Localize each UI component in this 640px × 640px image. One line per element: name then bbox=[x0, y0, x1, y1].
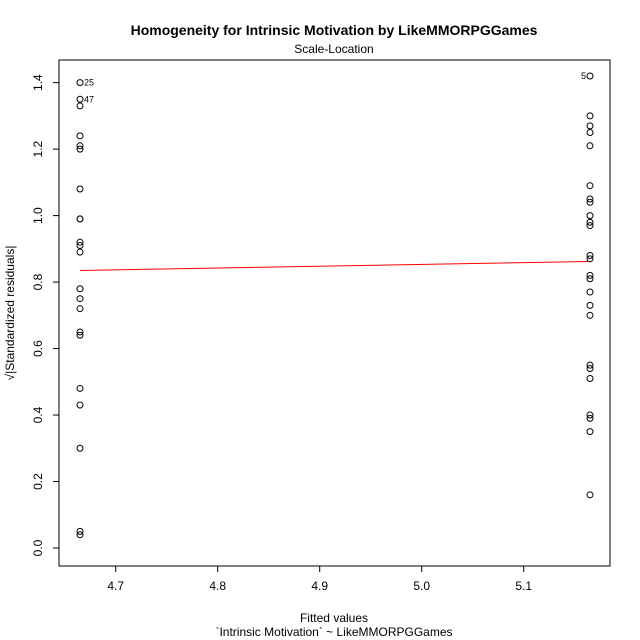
point-label: 5 bbox=[581, 71, 586, 81]
data-point bbox=[586, 195, 594, 203]
y-tick-label: 0.4 bbox=[31, 406, 45, 423]
data-point bbox=[586, 275, 594, 283]
data-points bbox=[76, 72, 594, 539]
data-point bbox=[586, 255, 594, 263]
x-tick-label: 5.0 bbox=[413, 579, 430, 593]
y-tick-label: 0.6 bbox=[31, 340, 45, 357]
data-point bbox=[76, 248, 84, 256]
data-point bbox=[586, 212, 594, 220]
data-point bbox=[586, 428, 594, 436]
data-point bbox=[76, 132, 84, 140]
data-point bbox=[586, 411, 594, 419]
data-point bbox=[76, 384, 84, 392]
data-point bbox=[586, 301, 594, 309]
chart-title: Homogeneity for Intrinsic Motivation by … bbox=[131, 22, 538, 38]
data-point bbox=[586, 271, 594, 279]
y-tick-label: 1.4 bbox=[31, 74, 45, 91]
data-point bbox=[586, 374, 594, 382]
data-point bbox=[76, 305, 84, 313]
data-point bbox=[76, 285, 84, 293]
data-point bbox=[586, 288, 594, 296]
data-point bbox=[76, 331, 84, 339]
data-point bbox=[586, 218, 594, 226]
y-axis: 0.0 0.2 0.4 0.6 0.8 1.0 1.2 1.4 bbox=[31, 74, 60, 556]
data-point bbox=[76, 215, 84, 223]
data-point bbox=[76, 295, 84, 303]
y-tick-label: 1.0 bbox=[31, 207, 45, 224]
data-point bbox=[586, 365, 594, 373]
data-point bbox=[76, 527, 84, 535]
x-tick-label: 5.1 bbox=[515, 579, 532, 593]
y-tick-label: 1.2 bbox=[31, 140, 45, 157]
point-label: 25 bbox=[84, 78, 94, 88]
data-point bbox=[76, 328, 84, 336]
data-point bbox=[76, 95, 84, 103]
data-point bbox=[586, 491, 594, 499]
data-point bbox=[586, 129, 594, 137]
data-point bbox=[76, 401, 84, 409]
y-tick-label: 0.8 bbox=[31, 273, 45, 290]
x-axis-sublabel: `Intrinsic Motivation` ~ LikeMMORPGGames bbox=[215, 625, 452, 639]
data-point bbox=[76, 242, 84, 250]
chart-subtitle: Scale-Location bbox=[294, 42, 373, 56]
data-point bbox=[586, 198, 594, 206]
data-point bbox=[76, 145, 84, 153]
point-labels: 25 47 5 bbox=[84, 71, 586, 104]
data-point bbox=[76, 531, 84, 539]
data-point bbox=[76, 102, 84, 110]
data-point bbox=[586, 311, 594, 319]
data-point bbox=[586, 122, 594, 130]
y-tick-label: 0.0 bbox=[31, 539, 45, 556]
data-point bbox=[586, 361, 594, 369]
y-axis-label: √|Standardized residuals| bbox=[3, 246, 17, 381]
data-point bbox=[76, 238, 84, 246]
data-point bbox=[76, 185, 84, 193]
data-point bbox=[586, 72, 594, 80]
y-tick-label: 0.2 bbox=[31, 473, 45, 490]
data-point bbox=[76, 444, 84, 452]
point-label: 47 bbox=[84, 94, 94, 104]
data-point bbox=[586, 142, 594, 150]
trend-line bbox=[79, 260, 591, 271]
x-axis: 4.7 4.8 4.9 5.0 5.1 bbox=[107, 565, 532, 593]
x-tick-label: 4.8 bbox=[209, 579, 226, 593]
data-point bbox=[586, 251, 594, 259]
trend-line-group bbox=[79, 260, 591, 271]
data-point bbox=[76, 79, 84, 87]
data-point bbox=[586, 182, 594, 190]
x-tick-label: 4.7 bbox=[107, 579, 124, 593]
x-tick-label: 4.9 bbox=[311, 579, 328, 593]
data-point bbox=[586, 222, 594, 230]
data-point bbox=[586, 112, 594, 120]
plot-frame bbox=[58, 59, 611, 567]
x-axis-label: Fitted values bbox=[300, 611, 368, 625]
data-point bbox=[586, 414, 594, 422]
data-point bbox=[76, 142, 84, 150]
